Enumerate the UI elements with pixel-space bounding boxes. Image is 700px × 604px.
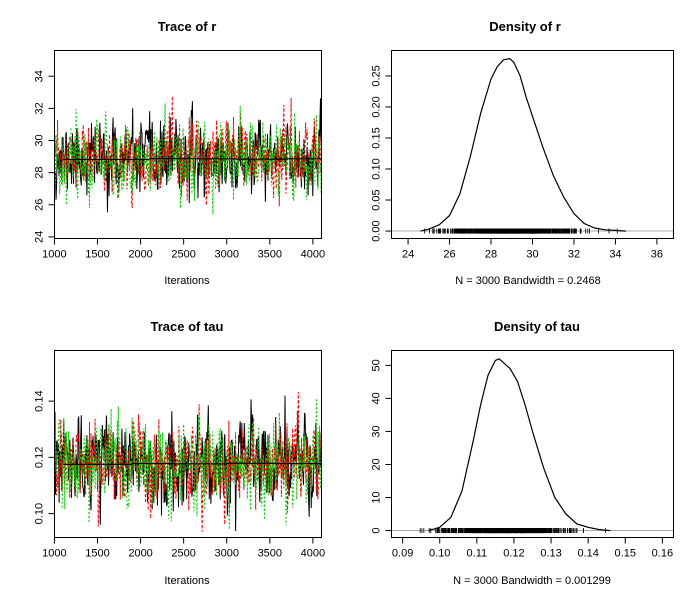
trace-tau-xtick-label: 4000 xyxy=(301,548,325,560)
density-tau-ytick-label: 20 xyxy=(371,458,383,470)
trace-r-ytick-label: 30 xyxy=(34,134,46,146)
density-tau-xtick-label: 0.13 xyxy=(540,548,561,560)
trace-tau-xtick-label: 2500 xyxy=(171,548,195,560)
trace-tau-ytick-label: 0.14 xyxy=(34,390,46,411)
trace-r-frame xyxy=(54,50,322,239)
trace-r-ytick-label: 34 xyxy=(34,70,46,82)
density-tau-xtick-label: 0.14 xyxy=(577,548,598,560)
density-tau-plot-area xyxy=(391,358,674,534)
trace-r-xtick-label: 2500 xyxy=(171,249,195,261)
density-r-xlabel: N = 3000 Bandwidth = 0.2468 xyxy=(455,275,601,287)
density-r-xtick-label: 24 xyxy=(402,249,414,261)
density-tau-xtick-label: 0.11 xyxy=(467,548,488,560)
density-r-xtick-label: 36 xyxy=(651,249,663,261)
trace-tau-xtick-label: 1000 xyxy=(42,548,66,560)
trace-r-ytick-label: 28 xyxy=(34,166,46,178)
trace-r-panel: Trace of r Iterations 1000 1500 2000 2500 30… xyxy=(34,19,326,287)
trace-tau-plot-area xyxy=(54,391,322,532)
density-r-xtick-label: 28 xyxy=(485,249,497,261)
trace-r-xtick-label: 4000 xyxy=(301,249,325,261)
trace-r-xtick-label: 3500 xyxy=(258,249,282,261)
density-tau-xtick-label: 0.09 xyxy=(392,548,413,560)
density-tau-xtick-label: 0.12 xyxy=(503,548,524,560)
density-tau-density-curve xyxy=(428,358,611,532)
density-tau-title: Density of tau xyxy=(494,319,580,334)
density-r-xtick-label: 32 xyxy=(568,249,580,261)
density-tau-xtick-label: 0.16 xyxy=(652,548,673,560)
density-tau-frame xyxy=(391,350,674,538)
density-tau-ytick-label: 10 xyxy=(371,491,383,503)
density-tau-ytick-label: 50 xyxy=(371,359,383,371)
trace-tau-xtick-label: 1500 xyxy=(85,548,109,560)
trace-tau-xtick-label: 3000 xyxy=(214,548,238,560)
trace-tau-chain-2 xyxy=(54,391,322,532)
density-tau-ytick-label: 30 xyxy=(371,425,383,437)
density-r-rug xyxy=(424,228,618,234)
density-r-ytick-label: 0.25 xyxy=(371,65,383,86)
trace-tau-frame xyxy=(54,350,322,538)
trace-r-xtick-label: 2000 xyxy=(128,249,152,261)
trace-tau-panel: Trace of tau Iterations 1000 1500 2000 2500… xyxy=(34,319,326,587)
density-r-plot-area xyxy=(391,58,674,234)
density-tau-ytick-label: 40 xyxy=(371,392,383,404)
density-r-density-curve xyxy=(420,58,626,232)
trace-tau-ytick-label: 0.12 xyxy=(34,447,46,468)
trace-r-plot-area xyxy=(54,96,322,215)
trace-tau-title: Trace of tau xyxy=(151,319,224,334)
trace-tau-xtick-label: 3500 xyxy=(258,548,282,560)
trace-r-xtick-label: 1500 xyxy=(85,249,109,261)
trace-r-xlabel: Iterations xyxy=(164,275,210,287)
density-r-panel: Density of r N = 3000 Bandwidth = 0.2468… xyxy=(371,19,674,287)
density-tau-xlabel: N = 3000 Bandwidth = 0.001299 xyxy=(453,575,611,587)
density-r-title: Density of r xyxy=(489,19,561,34)
density-r-ytick-label: 0.00 xyxy=(371,220,383,241)
density-r-xtick-label: 34 xyxy=(609,249,621,261)
density-tau-xtick-label: 0.15 xyxy=(615,548,636,560)
trace-r-xtick-label: 3000 xyxy=(214,249,238,261)
trace-r-ytick-label: 32 xyxy=(34,102,46,114)
trace-r-title: Trace of r xyxy=(158,19,217,34)
trace-tau-ytick-label: 0.10 xyxy=(34,503,46,524)
density-r-ytick-label: 0.05 xyxy=(371,189,383,210)
density-r-ytick-label: 0.10 xyxy=(371,158,383,179)
density-tau-panel: Density of tau N = 3000 Bandwidth = 0.00… xyxy=(371,319,674,587)
density-r-xtick-label: 26 xyxy=(443,249,455,261)
density-tau-rug xyxy=(419,528,607,534)
density-r-xtick-label: 30 xyxy=(526,249,538,261)
density-tau-xtick-label: 0.10 xyxy=(429,548,450,560)
trace-r-ytick-label: 26 xyxy=(34,199,46,211)
trace-r-ytick-label: 24 xyxy=(34,231,46,243)
density-r-ytick-label: 0.15 xyxy=(371,127,383,148)
trace-tau-xlabel: Iterations xyxy=(164,575,210,587)
trace-tau-chain-3 xyxy=(54,398,322,530)
density-r-ytick-label: 0.20 xyxy=(371,96,383,117)
trace-r-xtick-label: 1000 xyxy=(42,249,66,261)
trace-tau-xtick-label: 2000 xyxy=(128,548,152,560)
density-tau-ytick-label: 0 xyxy=(371,527,383,533)
